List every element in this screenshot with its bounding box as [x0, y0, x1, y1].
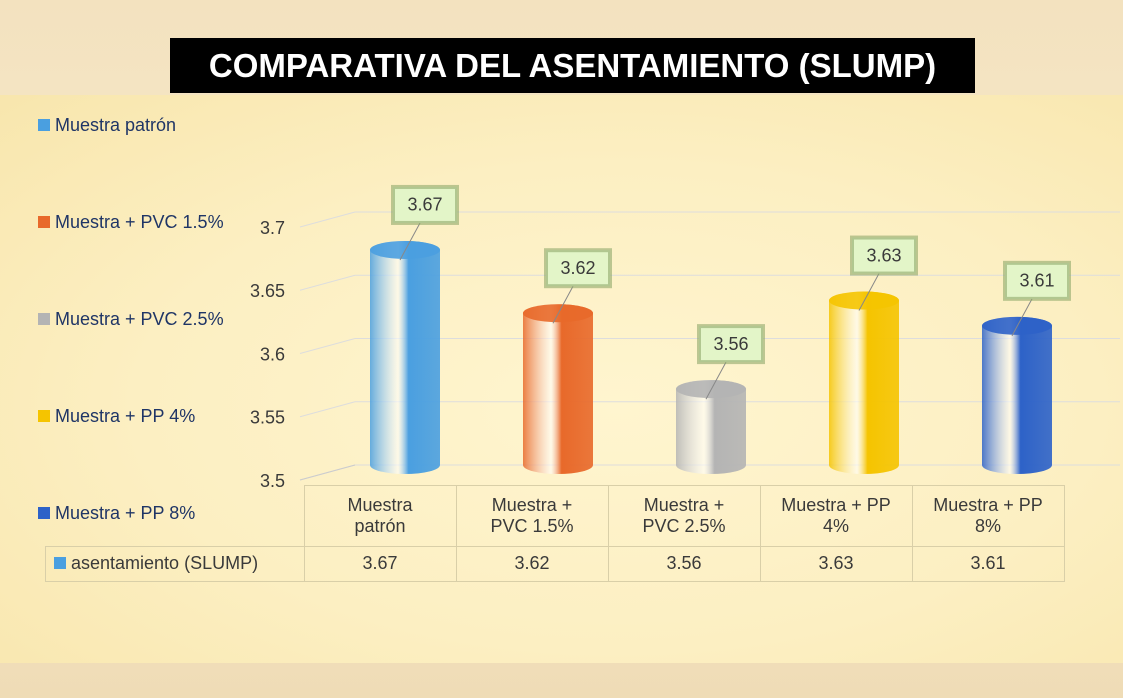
x-tick-label: Muestra + PVC 1.5%	[455, 485, 609, 547]
data-label: 3.63	[866, 245, 901, 265]
data-label: 3.61	[1019, 271, 1054, 291]
y-tick-label: 3.7	[260, 218, 285, 238]
table-value: 3.62	[455, 545, 609, 582]
data-label-box	[391, 184, 459, 225]
legend-swatch	[38, 216, 50, 228]
grid-line	[299, 274, 356, 291]
data-label-box	[1003, 260, 1071, 301]
legend-item: Muestra + PVC 1.5%	[38, 210, 228, 234]
grid-line	[299, 401, 356, 418]
table-value: 3.61	[911, 545, 1065, 582]
table-row: Muestra patrón Muestra + PVC 1.5% Muestra …	[45, 485, 1065, 547]
legend-label: Muestra + PVC 2.5%	[55, 309, 224, 329]
data-label: 3.56	[713, 334, 748, 354]
data-label: 3.67	[407, 195, 442, 215]
leader-line	[858, 273, 880, 311]
bar	[982, 316, 1052, 474]
bar	[370, 240, 440, 474]
table-value: 3.63	[759, 545, 913, 582]
table-header: asentamiento (SLUMP)	[45, 545, 305, 582]
data-table: Muestra patrón Muestra + PVC 1.5% Muestra …	[45, 485, 1065, 582]
y-tick-label: 3.65	[250, 281, 285, 301]
legend-label: Muestra + PP 4%	[55, 406, 196, 426]
data-label-box	[544, 248, 612, 289]
y-tick-label: 3.6	[260, 344, 285, 364]
chart-title: COMPARATIVA DEL ASENTAMIENTO (SLUMP)	[170, 38, 975, 93]
grid-line	[299, 338, 356, 354]
legend-item: Muestra patrón	[38, 113, 228, 137]
data-label-box	[850, 235, 918, 276]
table-row: asentamiento (SLUMP) 3.67 3.62 3.56 3.63 3.61	[45, 545, 1065, 582]
grid-line	[299, 211, 356, 228]
legend-label: Muestra + PVC 1.5%	[55, 212, 224, 232]
bar	[829, 291, 899, 474]
y-tick-label: 3.55	[250, 408, 285, 428]
bar	[523, 304, 593, 474]
legend-swatch	[38, 410, 50, 422]
axis-line	[299, 464, 356, 481]
data-label: 3.62	[560, 258, 595, 278]
legend-swatch	[38, 119, 50, 131]
leader-line	[705, 361, 727, 400]
leader-line	[399, 222, 421, 261]
x-tick-label: Muestra + PVC 2.5%	[607, 485, 761, 547]
data-label-box	[697, 324, 765, 365]
table-value: 3.67	[303, 545, 457, 582]
bar	[676, 380, 746, 474]
legend-label: Muestra patrón	[55, 115, 177, 135]
x-tick-label: Muestra + PP 8%	[911, 485, 1065, 547]
legend-item: Muestra + PP 4%	[38, 404, 228, 428]
leader-line	[1011, 298, 1033, 337]
series-name: asentamiento (SLUMP)	[71, 553, 259, 573]
legend-swatch	[54, 557, 66, 569]
x-tick-label: Muestra patrón	[303, 485, 457, 547]
table-value: 3.56	[607, 545, 761, 582]
table-cell	[45, 485, 305, 547]
legend-item: Muestra + PVC 2.5%	[38, 307, 228, 331]
leader-line	[552, 285, 574, 324]
x-tick-label: Muestra + PP 4%	[759, 485, 913, 547]
legend-swatch	[38, 313, 50, 325]
